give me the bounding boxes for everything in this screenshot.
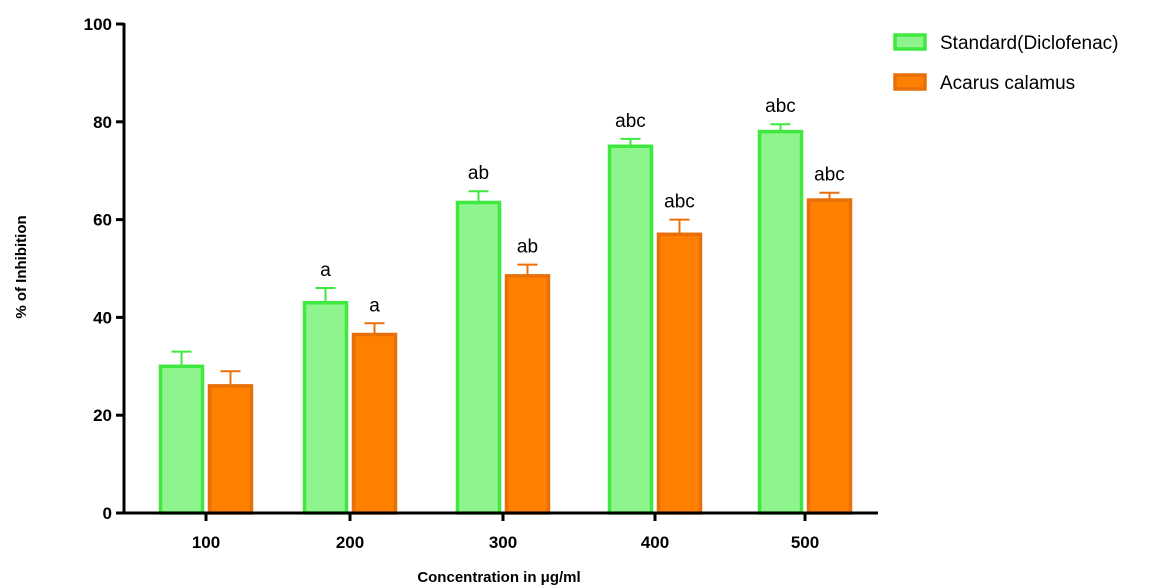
bar-standard-200: [302, 300, 349, 515]
significance-label: abc: [615, 111, 646, 132]
legend-label-standard: Standard(Diclofenac): [940, 33, 1118, 54]
bar-acarus-500: [806, 198, 853, 515]
bar-acarus-300: [504, 274, 551, 515]
x-tick-label: 200: [336, 533, 364, 552]
y-axis-title: % of Inhibition: [13, 215, 30, 318]
x-axis-title: Concentration in μg/ml: [417, 569, 580, 586]
bar-acarus-200: [351, 332, 398, 515]
bar-standard-500: [757, 129, 804, 515]
x-tick-label: 100: [192, 533, 220, 552]
x-tick-label: 300: [489, 533, 517, 552]
legend: Standard(Diclofenac) Acarus calamus: [893, 33, 1118, 94]
legend-swatch-standard: [893, 33, 927, 51]
legend-label-acarus: Acarus calamus: [940, 73, 1075, 94]
x-tick-label: 400: [641, 533, 669, 552]
bars: a ab abc abc a ab abc abc: [158, 96, 853, 515]
x-tick-label: 500: [791, 533, 819, 552]
significance-label: abc: [814, 165, 845, 186]
y-tick-label: 40: [93, 308, 112, 327]
legend-swatch-acarus: [893, 73, 927, 91]
significance-label: abc: [765, 96, 796, 117]
bar-acarus-400: [656, 232, 703, 515]
bar-standard-300: [455, 200, 502, 515]
y-tick-label: 20: [93, 406, 112, 425]
bar-acarus-100: [207, 384, 254, 515]
y-tick-label: 100: [84, 15, 112, 34]
significance-label: a: [369, 295, 380, 316]
bar-standard-400: [607, 144, 654, 515]
significance-label: ab: [468, 163, 489, 184]
y-tick-label: 60: [93, 211, 112, 230]
y-tick-label: 80: [93, 113, 112, 132]
bar-standard-100: [158, 364, 205, 515]
significance-label: a: [320, 260, 331, 281]
y-tick-label: 0: [103, 504, 112, 523]
significance-label: ab: [517, 237, 538, 258]
axes: 0 20 40 60 80 100 100 200 300 400 500: [84, 15, 878, 552]
significance-label: abc: [664, 192, 695, 213]
